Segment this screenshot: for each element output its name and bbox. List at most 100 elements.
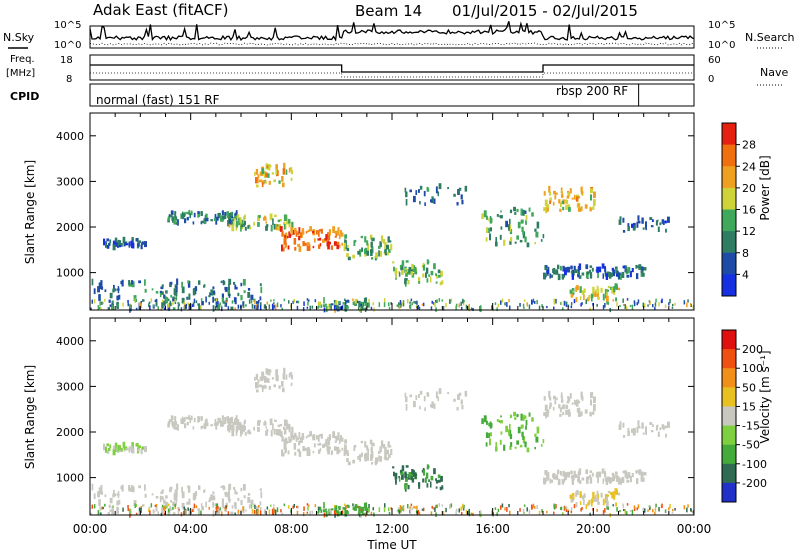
power-echo-cell (411, 273, 415, 278)
power-echo-cell (549, 197, 552, 202)
power-echo-cell (294, 227, 297, 234)
power-clutter-cell (253, 304, 256, 309)
velocity-echo-cell (221, 415, 224, 421)
velocity-echo-cell (405, 404, 408, 411)
power-echo-cell (370, 249, 373, 254)
power-echo-cell (242, 279, 246, 286)
power-echo-cell (456, 202, 459, 206)
velocity-echo-cell (622, 422, 625, 428)
velocity-echo-cell (276, 429, 279, 433)
power-echo-cell (404, 278, 408, 281)
velocity-echo-cell (257, 427, 260, 432)
velocity-echo-cell (544, 404, 548, 411)
velocity-echo-cell (408, 472, 412, 478)
power-echo-cell (200, 211, 203, 216)
velocity-echo-cell (336, 511, 339, 516)
x-tick-label: 16:00 (475, 522, 510, 536)
velocity-echo-cell (265, 385, 267, 389)
power-clutter-cell (465, 304, 468, 309)
velocity-echo-cell (664, 425, 667, 429)
power-clutter-cell (397, 304, 400, 308)
velocity-clutter-cell (465, 509, 468, 514)
velocity-echo-cell (565, 409, 568, 415)
velocity-clutter-cell (288, 505, 290, 509)
velocity-echo-cell (395, 476, 397, 483)
velocity-echo-cell (447, 392, 449, 395)
velocity-clutter-cell (442, 511, 445, 516)
velocity-echo-cell (361, 510, 364, 515)
power-echo-cell (571, 274, 574, 280)
power-echo-cell (319, 237, 322, 241)
power-colorbar-segment (722, 231, 736, 254)
power-clutter-cell (258, 300, 260, 303)
velocity-echo-cell (217, 508, 220, 515)
power-clutter-cell (117, 304, 119, 307)
velocity-echo-cell (569, 494, 573, 499)
power-echo-cell (525, 214, 528, 221)
velocity-echo-cell (500, 431, 503, 435)
power-echo-cell (172, 296, 175, 301)
velocity-clutter-cell (161, 504, 164, 508)
velocity-echo-cell (415, 395, 418, 400)
power-echo-cell (263, 304, 267, 309)
velocity-echo-cell (336, 449, 340, 455)
velocity-clutter-cell (626, 503, 629, 506)
velocity-echo-cell (284, 428, 287, 435)
velocity-clutter-cell (654, 507, 657, 512)
power-echo-cell (341, 242, 344, 246)
velocity-echo-cell (561, 478, 564, 484)
power-echo-cell (235, 220, 239, 228)
power-echo-cell (509, 224, 512, 232)
power-clutter-cell (479, 307, 481, 312)
velocity-clutter-cell (555, 503, 557, 509)
velocity-echo-cell (545, 470, 548, 473)
velocity-echo-cell (361, 452, 363, 457)
power-clutter-cell (302, 307, 305, 312)
power-echo-cell (590, 293, 594, 299)
power-echo-cell (581, 272, 585, 276)
velocity-clutter-cell (410, 503, 413, 507)
velocity-echo-cell (232, 425, 235, 432)
power-echo-cell (122, 236, 126, 244)
velocity-echo-cell (226, 418, 229, 424)
velocity-echo-cell (543, 478, 546, 485)
velocity-echo-cell (176, 426, 178, 430)
velocity-echo-cell (217, 417, 220, 424)
velocity-echo-cell (104, 494, 107, 497)
velocity-echo-cell (570, 498, 574, 503)
velocity-echo-cell (520, 413, 523, 421)
velocity-echo-cell (283, 429, 286, 435)
power-echo-cell (374, 256, 377, 261)
power-echo-cell (111, 300, 114, 305)
power-clutter-cell (140, 300, 142, 305)
velocity-echo-cell (268, 385, 271, 390)
velocity-clutter-cell (303, 506, 305, 511)
velocity-echo-cell (423, 395, 426, 402)
freq-line (90, 64, 694, 73)
power-echo-cell (346, 247, 350, 252)
velocity-echo-cell (581, 495, 585, 500)
velocity-echo-cell (212, 491, 215, 495)
velocity-echo-cell (284, 447, 287, 454)
velocity-echo-cell (204, 421, 207, 429)
velocity-echo-cell (325, 439, 328, 445)
power-echo-cell (621, 271, 625, 278)
velocity-echo-cell (516, 413, 519, 418)
velocity-echo-cell (343, 447, 347, 452)
power-echo-cell (404, 187, 407, 193)
power-echo-cell (338, 244, 341, 248)
velocity-clutter-cell (227, 511, 230, 516)
power-echo-cell (177, 219, 179, 226)
velocity-clutter-cell (183, 506, 185, 510)
velocity-clutter-cell (155, 503, 158, 507)
power-echo-cell (553, 190, 556, 195)
velocity-echo-cell (431, 401, 434, 409)
velocity-echo-cell (500, 415, 502, 418)
velocity-clutter-cell (180, 512, 183, 517)
power-echo-cell (489, 233, 491, 241)
power-echo-cell (586, 297, 590, 302)
velocity-echo-cell (218, 417, 221, 421)
velocity-echo-cell (242, 484, 246, 491)
power-echo-cell (237, 292, 240, 297)
